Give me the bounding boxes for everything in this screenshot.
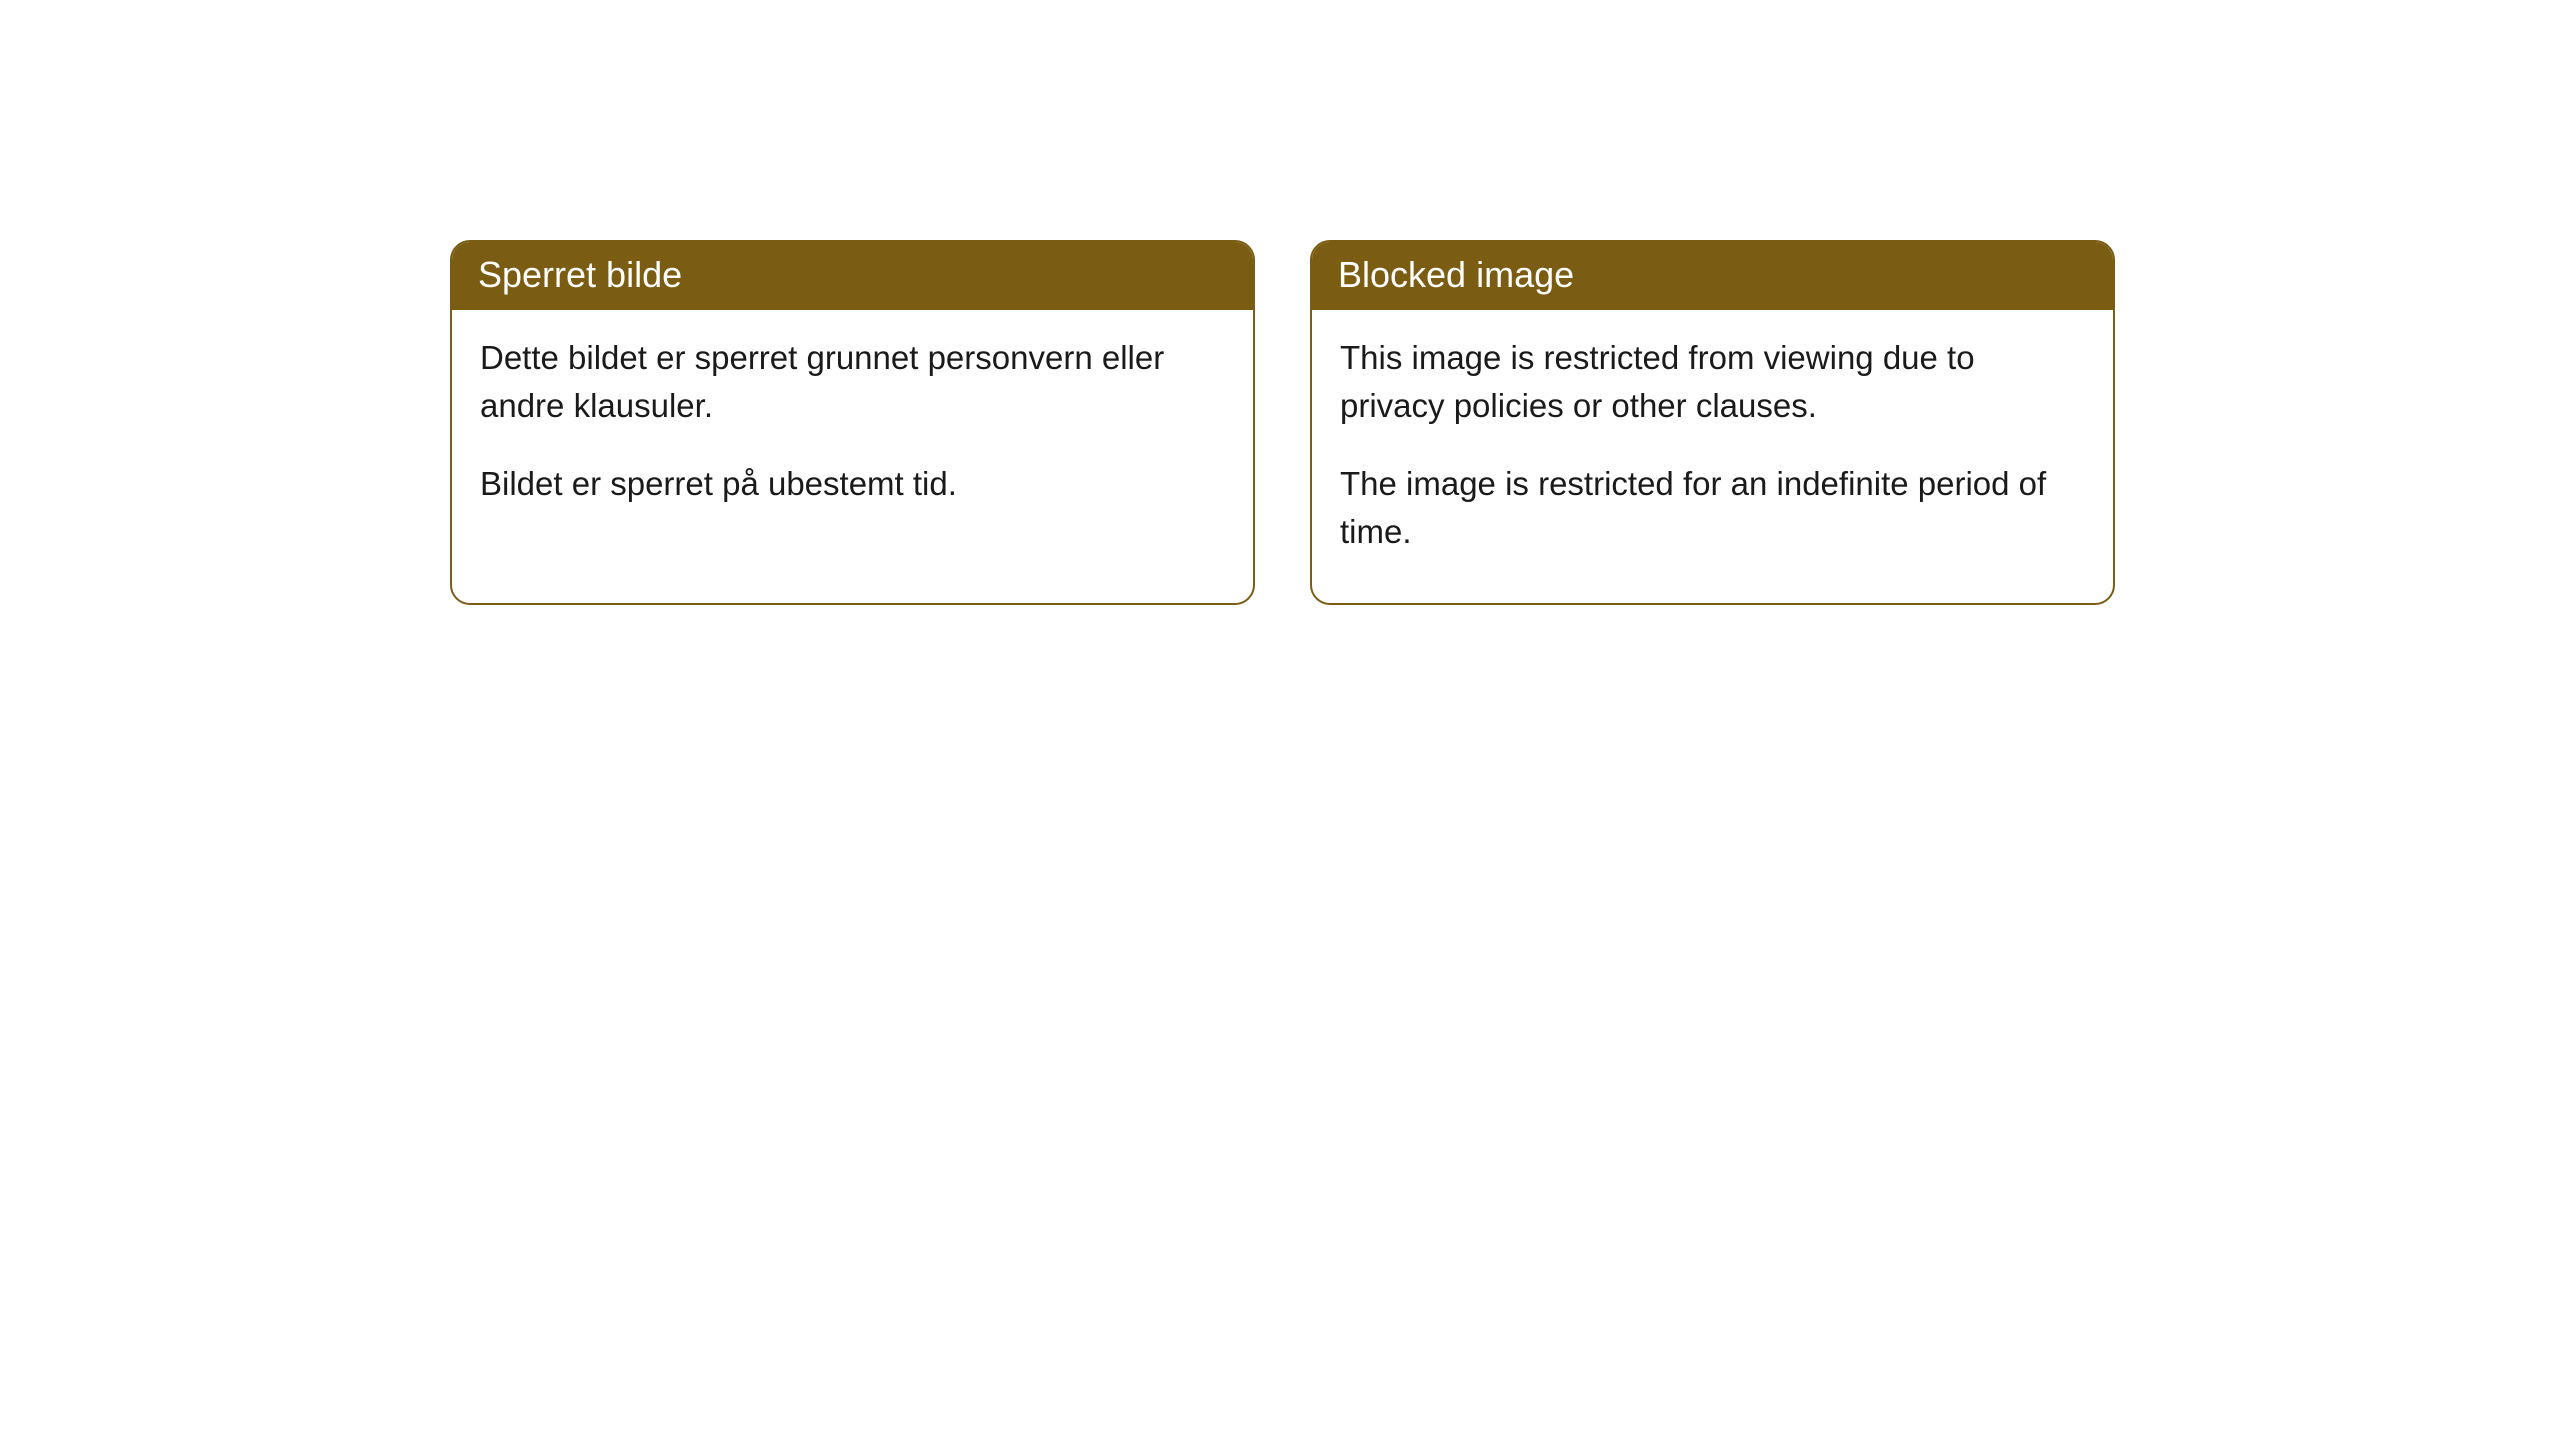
notice-card-english: Blocked image This image is restricted f… (1310, 240, 2115, 605)
card-header: Sperret bilde (452, 242, 1253, 310)
card-paragraph: Bildet er sperret på ubestemt tid. (480, 460, 1225, 508)
card-title: Sperret bilde (478, 254, 682, 295)
notice-card-norwegian: Sperret bilde Dette bildet er sperret gr… (450, 240, 1255, 605)
card-paragraph: Dette bildet er sperret grunnet personve… (480, 334, 1225, 430)
card-paragraph: This image is restricted from viewing du… (1340, 334, 2085, 430)
card-body: This image is restricted from viewing du… (1312, 310, 2113, 603)
card-header: Blocked image (1312, 242, 2113, 310)
card-paragraph: The image is restricted for an indefinit… (1340, 460, 2085, 556)
card-title: Blocked image (1338, 254, 1574, 295)
notice-cards-container: Sperret bilde Dette bildet er sperret gr… (450, 240, 2560, 605)
card-body: Dette bildet er sperret grunnet personve… (452, 310, 1253, 556)
